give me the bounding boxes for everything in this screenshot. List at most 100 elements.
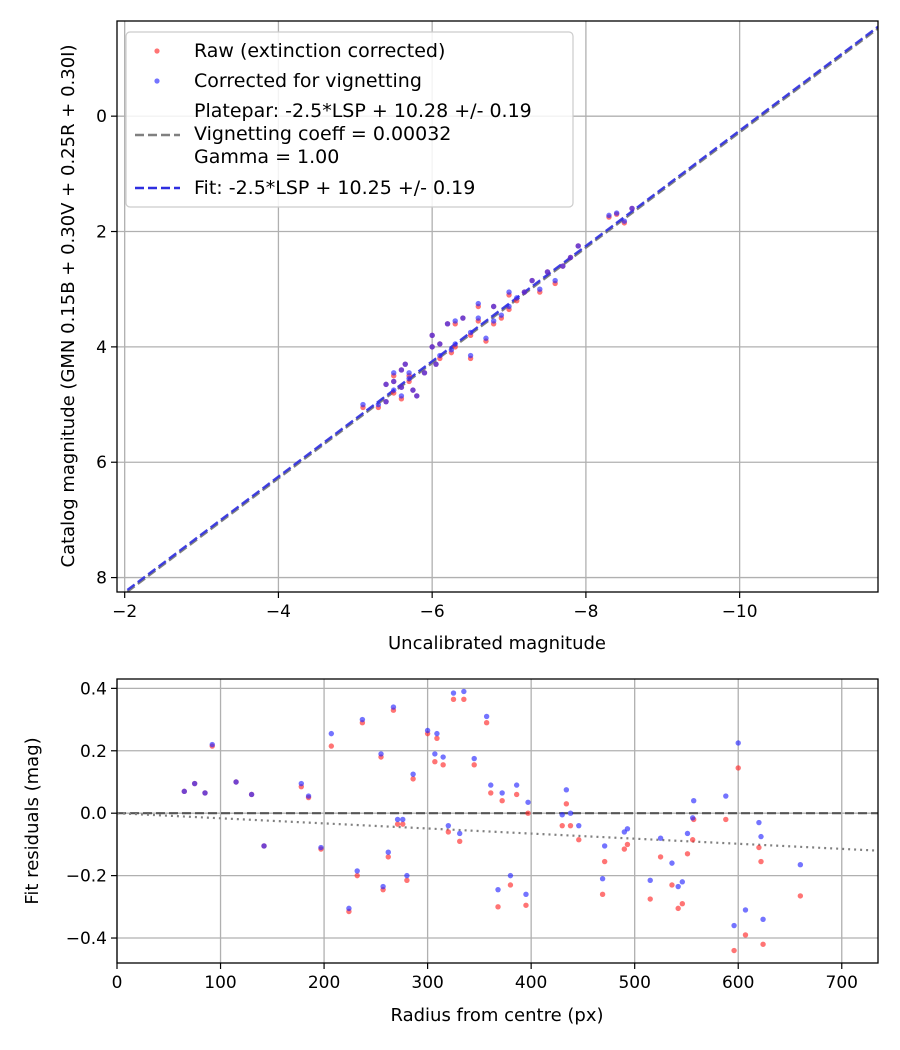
corrected-point <box>576 822 582 829</box>
corrected-point <box>621 218 628 224</box>
corrected-point <box>601 843 608 849</box>
raw-point <box>432 759 438 765</box>
corrected-point <box>305 793 312 799</box>
raw-point <box>599 891 606 898</box>
corrected-point <box>460 315 466 321</box>
corrected-point <box>499 790 505 796</box>
corrected-point <box>385 849 391 855</box>
corrected-point <box>691 798 697 804</box>
raw-point <box>499 798 505 804</box>
raw-point <box>675 905 681 912</box>
corrected-point <box>328 730 335 737</box>
raw-point <box>385 854 391 860</box>
bottom-grid <box>116 679 878 963</box>
top-y-ticks: 0 2 4 6 8 <box>96 107 117 589</box>
corrected-point <box>318 844 324 851</box>
raw-point <box>601 858 608 865</box>
raw-point <box>483 719 490 726</box>
top-plot-frame <box>116 20 879 593</box>
raw-point <box>440 762 446 768</box>
corrected-point <box>471 755 477 762</box>
corrected-point <box>490 303 497 310</box>
corrected-point <box>514 295 520 301</box>
raw-point <box>684 851 691 857</box>
corrected-point <box>410 771 416 777</box>
raw-point <box>563 801 570 807</box>
corrected-point <box>440 754 446 760</box>
corrected-point <box>398 384 405 390</box>
raw-point <box>669 882 675 888</box>
raw-point <box>756 844 762 851</box>
raw-point <box>400 821 406 827</box>
raw-point <box>647 896 653 902</box>
bottom-y-ticks: −0.4 −0.2 0.0 0.2 0.4 <box>66 679 117 949</box>
raw-point <box>723 816 729 823</box>
legend: Raw (extinction corrected) Corrected for… <box>125 31 574 208</box>
y-tick-label: 0.0 <box>80 804 107 824</box>
raw-point <box>394 821 401 827</box>
corrected-point <box>359 716 366 723</box>
raw-point <box>624 841 631 848</box>
x-tick-label: 600 <box>722 973 754 993</box>
raw-point <box>760 941 766 947</box>
corrected-point <box>563 787 570 793</box>
raw-point <box>657 854 664 860</box>
x-tick-label: −10 <box>722 602 758 622</box>
raw-point <box>354 872 360 879</box>
x-tick-label: 300 <box>411 973 443 993</box>
corrected-point <box>181 788 187 795</box>
x-tick-label: 200 <box>308 973 340 993</box>
corrected-point <box>483 713 490 720</box>
x-tick-label: −8 <box>573 602 598 622</box>
top-y-axis-label: Catalog magnitude (GMN 0.15B + 0.30V + 0… <box>58 44 79 567</box>
corrected-point <box>675 883 681 890</box>
calibration-scatter-plot: −2 −4 −6 −8 −10 0 2 4 6 8 Uncalibrated magnitude… <box>58 20 879 654</box>
bottom-reference-lines <box>117 812 878 852</box>
raw-point <box>576 837 582 843</box>
corrected-point <box>429 344 435 350</box>
corrected-point <box>684 830 691 837</box>
corrected-point <box>233 779 239 785</box>
x-tick-label: 700 <box>826 973 858 993</box>
corrected-point <box>437 352 443 359</box>
corrected-point <box>490 318 497 324</box>
raw-point <box>488 790 494 796</box>
raw-point <box>742 932 749 938</box>
bottom-plot-frame <box>116 678 879 964</box>
x-tick-label: 500 <box>618 973 650 993</box>
corrected-point <box>429 332 435 339</box>
corrected-point <box>506 289 512 295</box>
raw-point <box>434 735 440 741</box>
corrected-point <box>406 375 412 382</box>
raw-point <box>507 882 514 888</box>
corrected-point <box>298 780 304 787</box>
raw-point <box>523 902 529 908</box>
corrected-point <box>391 378 397 385</box>
corrected-point <box>444 321 451 327</box>
corrected-point <box>669 860 675 866</box>
corrected-point <box>599 876 606 882</box>
corrected-point <box>559 812 565 818</box>
corrected-point <box>400 816 406 823</box>
corrected-point <box>452 318 458 324</box>
bottom-y-axis-label: Fit residuals (mag) <box>22 737 43 904</box>
corrected-point <box>629 205 635 212</box>
corrected-point <box>467 329 474 336</box>
corrected-point <box>475 300 481 307</box>
residuals-scatter-plot: 0 100 200 300 400 500 600 700 −0.4 −0.2 0.0 0.2 0.4… <box>22 678 879 1026</box>
y-tick-label: 0 <box>96 107 107 127</box>
x-tick-label: 100 <box>204 973 236 993</box>
legend-raw-marker <box>154 48 160 54</box>
corrected-point <box>647 877 653 883</box>
x-tick-label: 400 <box>515 973 547 993</box>
corrected-point <box>346 905 352 912</box>
corrected-point <box>398 367 405 373</box>
raw-point <box>513 791 520 798</box>
corrected-point <box>552 277 558 284</box>
corrected-point <box>513 782 520 788</box>
corrected-point <box>483 335 489 341</box>
legend-raw-label: Raw (extinction corrected) <box>194 40 445 62</box>
y-tick-label: 0.2 <box>80 742 107 762</box>
corrected-point <box>437 341 443 347</box>
corrected-point <box>723 793 729 799</box>
